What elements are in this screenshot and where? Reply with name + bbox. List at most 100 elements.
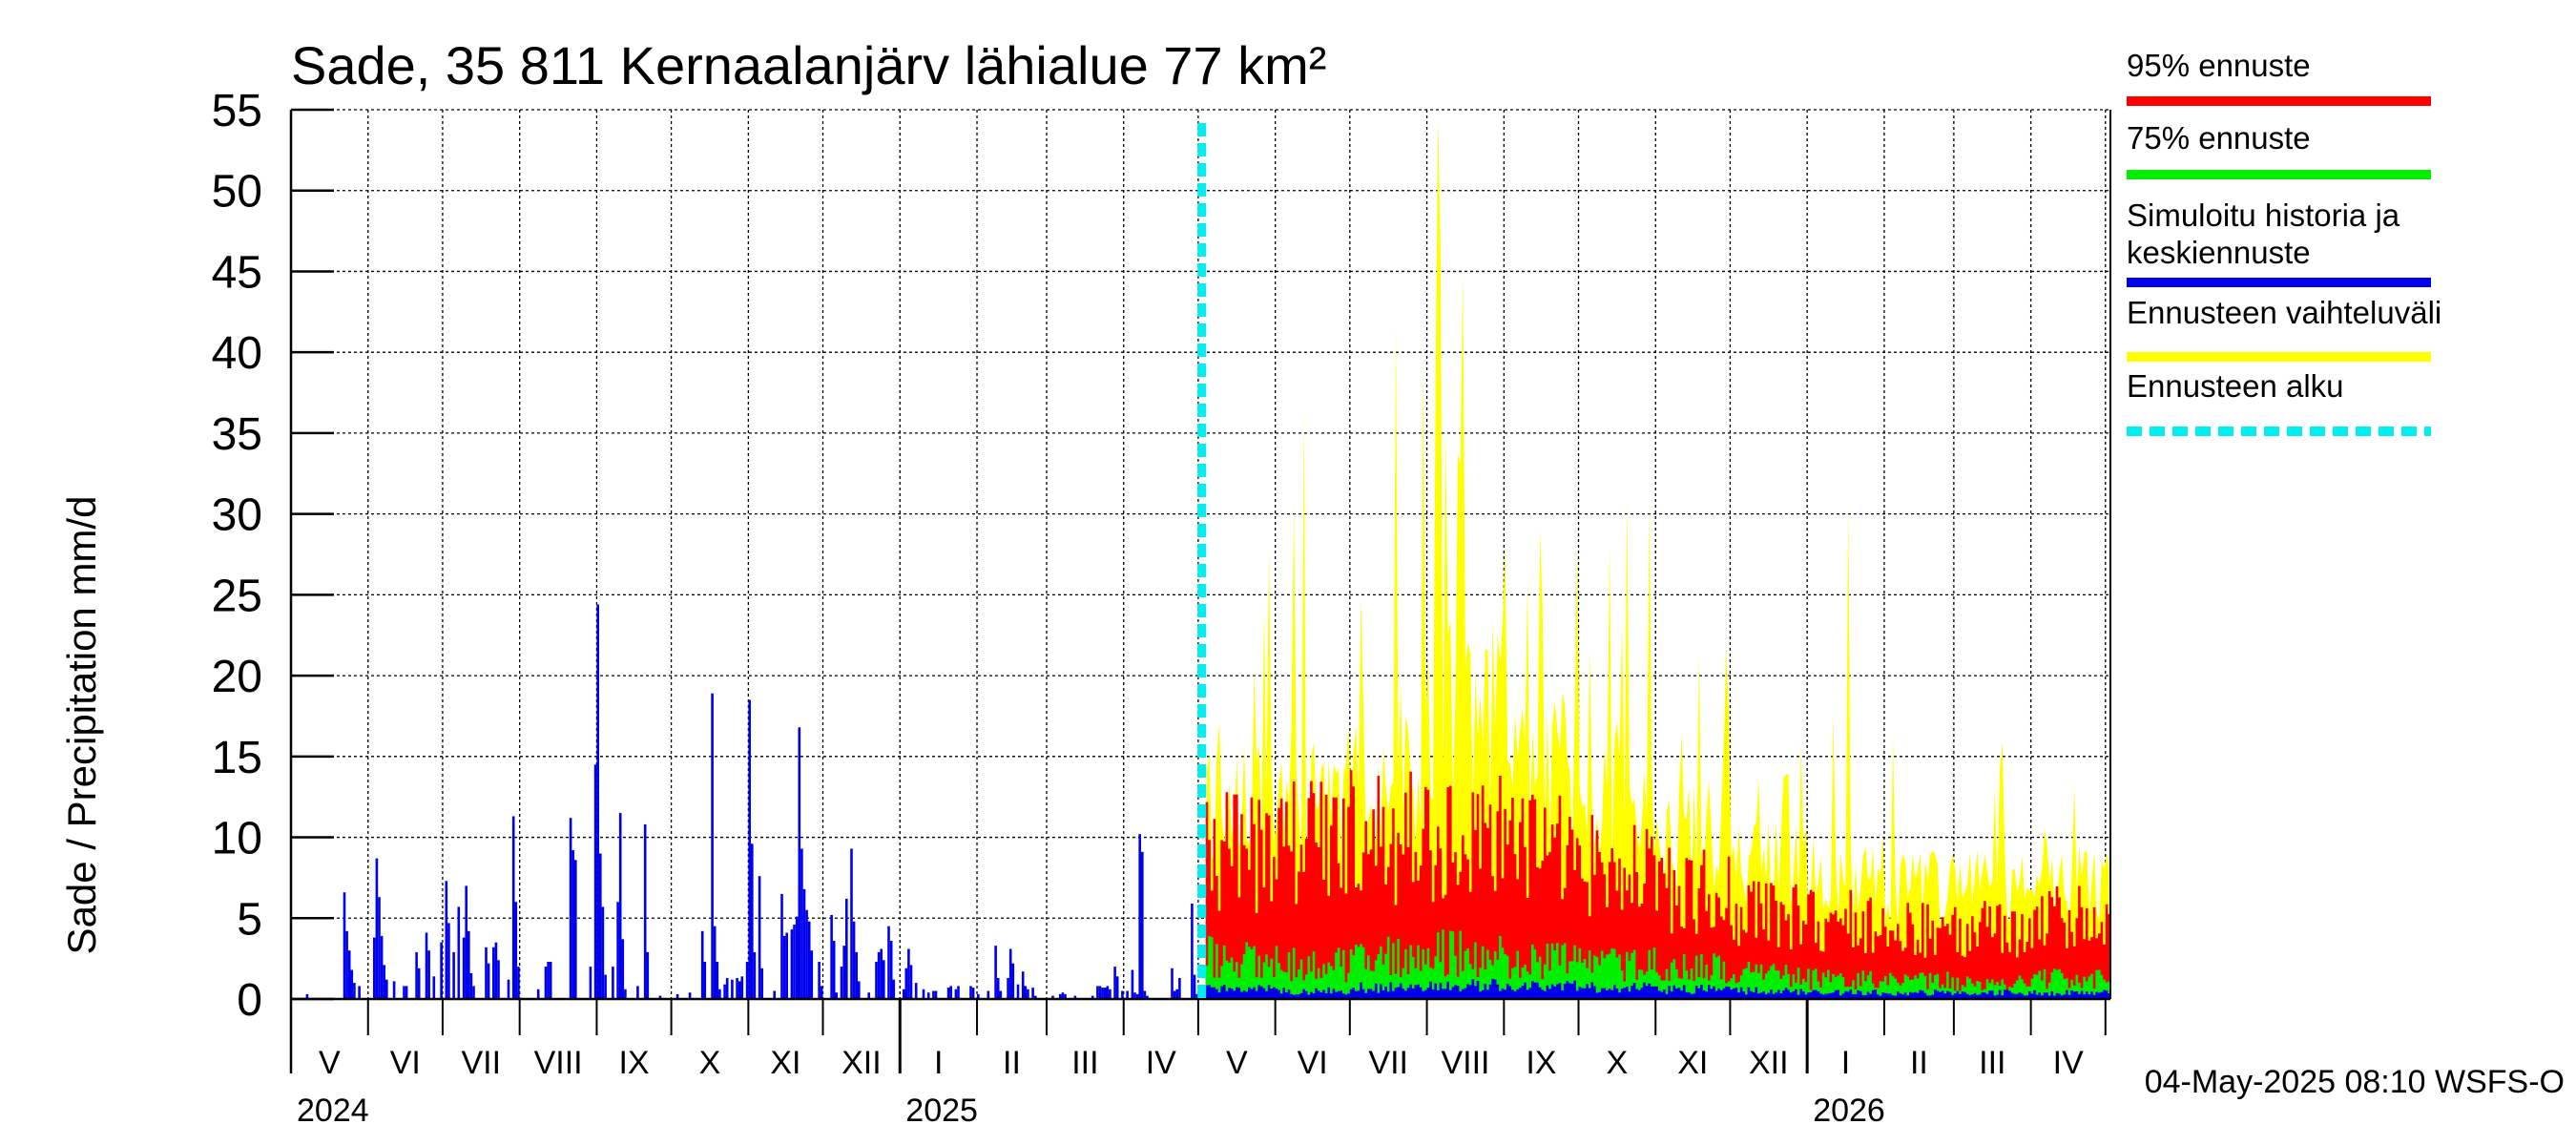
history-bar (954, 989, 958, 999)
history-bar (716, 962, 719, 999)
legend-label: keskiennuste (2127, 235, 2311, 270)
month-label: II (1910, 1045, 1928, 1081)
history-bar (858, 981, 861, 999)
history-bar (1175, 989, 1179, 999)
y-tick-label: 10 (212, 814, 262, 864)
history-bar (810, 950, 814, 999)
history-bar (517, 967, 520, 999)
history-bar (909, 965, 913, 999)
history-bar (842, 946, 846, 999)
history-bar (432, 976, 436, 999)
history-bar (1138, 834, 1142, 999)
history-bar (883, 960, 885, 999)
history-bar (618, 813, 622, 999)
history-bar (782, 935, 786, 999)
history-bar (511, 816, 515, 999)
history-bar (380, 935, 384, 999)
history-bar (1113, 967, 1116, 999)
history-bar (855, 951, 859, 999)
history-bar (574, 860, 577, 999)
history-bar (1131, 969, 1134, 999)
history-bar (1007, 978, 1009, 999)
month-label: VII (1368, 1045, 1408, 1081)
history-bar (949, 986, 953, 999)
history-bar (795, 916, 799, 999)
history-bar (1178, 978, 1181, 999)
history-bar (385, 979, 388, 999)
history-bar (1073, 995, 1077, 999)
history-bar (425, 932, 428, 999)
footer-timestamp: 04-May-2025 08:10 WSFS-O (2145, 1064, 2565, 1100)
month-label: VI (390, 1045, 421, 1081)
history-bar (818, 962, 821, 999)
history-bar (1121, 990, 1124, 999)
history-bar (604, 974, 607, 999)
history-bar (544, 967, 548, 999)
history-bar (403, 986, 405, 999)
history-bar (1171, 968, 1174, 999)
history-bar (497, 960, 500, 999)
history-bars-layer (305, 604, 1198, 999)
history-bar (447, 923, 450, 999)
history-bar (805, 909, 808, 999)
history-bar (889, 941, 893, 999)
history-bar (658, 995, 662, 999)
history-bar (902, 989, 905, 999)
history-bar (773, 990, 777, 999)
month-label: XI (770, 1045, 800, 1081)
history-bar (748, 699, 752, 999)
history-bar (415, 951, 418, 999)
history-bar (469, 972, 473, 999)
history-bar (569, 818, 572, 999)
y-tick-label: 20 (212, 652, 262, 702)
history-bar (892, 979, 896, 999)
history-bar (621, 939, 625, 999)
history-bar (971, 988, 975, 999)
history-bar (1031, 988, 1034, 999)
month-label: III (1071, 1045, 1098, 1081)
month-label: I (1841, 1045, 1850, 1081)
history-bar (378, 897, 381, 999)
history-bar (452, 951, 455, 999)
history-bar (745, 962, 749, 999)
month-label: IX (1526, 1045, 1556, 1081)
history-bar (601, 906, 605, 999)
history-bar (549, 962, 552, 999)
history-bar (1109, 989, 1111, 999)
history-bar (1115, 976, 1119, 999)
history-bar (465, 885, 468, 999)
history-bar (487, 963, 490, 999)
y-tick-label: 35 (212, 409, 262, 460)
legend-label: Simuloitu historia ja (2127, 198, 2400, 233)
history-bar (345, 930, 348, 999)
legend: 95% ennuste 75% ennuste Simuloitu historia… (2127, 48, 2441, 436)
history-bar (405, 986, 408, 999)
history-bar (785, 932, 789, 999)
year-label: 2026 (1813, 1093, 1885, 1129)
month-label: I (934, 1045, 943, 1081)
history-bar (807, 921, 811, 999)
history-bar (467, 930, 470, 999)
history-bar (800, 848, 803, 999)
history-bar (926, 992, 930, 999)
history-bar (1133, 992, 1136, 999)
history-bar (1193, 974, 1196, 999)
y-tick-label: 45 (212, 247, 262, 298)
history-bar (753, 951, 757, 999)
history-bar (547, 962, 550, 999)
history-bar (636, 986, 639, 999)
history-bar (751, 843, 754, 999)
history-bar (392, 981, 396, 999)
history-bar (536, 989, 540, 999)
history-bar (700, 930, 704, 999)
history-bar (793, 925, 796, 999)
history-bar (589, 967, 592, 999)
history-bar (994, 946, 997, 999)
history-bar (1173, 990, 1176, 999)
history-bar (1091, 995, 1094, 999)
axes-layer (289, 108, 2111, 1073)
history-bar (1027, 989, 1029, 999)
history-bar (1191, 904, 1194, 999)
y-axis-label: Sade / Precipitation mm/d (59, 496, 104, 955)
history-bar (1101, 988, 1104, 999)
